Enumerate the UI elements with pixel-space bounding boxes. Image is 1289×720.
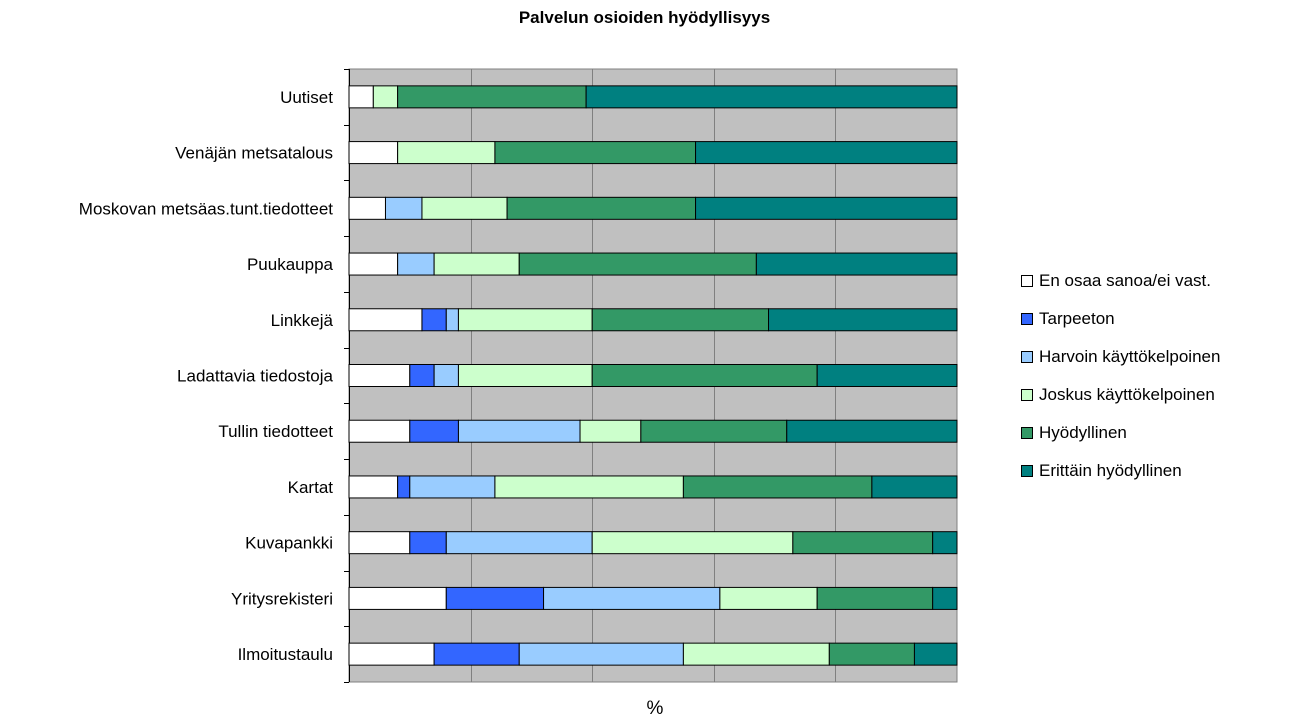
bar-segment [348,586,447,610]
bar-segment [816,586,934,610]
legend-label: Harvoin käyttökelpoinen [1039,347,1221,366]
bar-segment [421,196,508,220]
legend-label: Erittäin hyödyllinen [1039,461,1182,480]
legend-label: Tarpeeton [1039,309,1115,328]
legend-swatch [1021,427,1033,439]
legend-swatch [1021,465,1033,477]
bar-segment [397,475,411,499]
bar-segment [682,642,830,666]
bar-segment [792,531,934,555]
category-label: Moskovan metsäas.tunt.tiedotteet [79,199,333,218]
bar-segment [755,252,958,276]
bar-segment [585,85,958,109]
bar-segment [506,196,697,220]
legend-label: Hyödyllinen [1039,423,1127,442]
bar-segment [433,252,520,276]
bar-segment [494,141,697,165]
category-label: Uutiset [280,88,333,107]
category-label: Puukauppa [247,255,334,274]
bar-segment [397,252,435,276]
legend-swatch [1021,275,1033,287]
bar-segment [348,531,411,555]
category-label: Kuvapankki [245,534,333,553]
bar-segment [457,419,581,443]
bar-segment [421,308,447,332]
bar-segment [913,642,958,666]
bar-segment [816,364,958,387]
bar-segment [682,475,873,499]
bar-segment [348,642,435,666]
legend-label: En osaa sanoa/ei vast. [1039,271,1212,290]
bar-segment [579,419,642,443]
bar-segment [348,308,423,332]
legend-swatch [1021,313,1033,325]
bar-segment [409,419,459,443]
bar-segment [719,586,818,610]
bar-segment [591,364,818,387]
legend-item: Hyödyllinen [1021,414,1287,452]
bar-segment [768,308,958,332]
bar-segment [397,85,587,109]
bar-segment [409,531,447,555]
bar-segment [494,475,684,499]
bar-segment [786,419,958,443]
category-label: Ilmoitustaulu [238,645,333,664]
bar-segment [348,419,411,443]
bar-segment [445,586,545,610]
legend-swatch [1021,351,1033,363]
bar-segment [591,531,794,555]
bar-segment [695,141,958,165]
bar-segment [543,586,721,610]
legend-item: En osaa sanoa/ei vast. [1021,262,1287,300]
bar-segment [409,364,435,387]
bar-segment [348,141,399,165]
legend-item: Tarpeeton [1021,300,1287,338]
bar-segment [932,531,958,555]
legend: En osaa sanoa/ei vast. Tarpeeton Harvoin k… [1021,262,1287,490]
bar-segment [828,642,915,666]
bar-segment [871,475,958,499]
chart-title: Palvelun osioiden hyödyllisyys [518,8,771,27]
bar-segment [518,252,757,276]
bar-segment [518,642,684,666]
category-label: Linkkejä [271,311,334,330]
category-label: Venäjän metsatalous [175,144,333,163]
bar-segment [445,531,593,555]
category-label: Tullin tiedotteet [218,422,333,441]
bar-segment [384,196,423,220]
bar-segment [695,196,958,220]
bar-segment [397,141,496,165]
category-label: Kartat [288,478,334,497]
category-label: Ladattavia tiedostoja [177,367,333,386]
legend-item: Harvoin käyttökelpoinen [1021,338,1287,376]
bar-segment [348,85,374,109]
legend-swatch [1021,389,1033,401]
legend-item: Joskus käyttökelpoinen [1021,376,1287,414]
bar-segment [640,419,788,443]
bar-segment [932,586,958,610]
category-label: Yritysrekisteri [231,589,333,608]
bar-segment [433,364,459,387]
bar-segment [457,364,593,387]
bar-segment [348,196,386,220]
legend-label: Joskus käyttökelpoinen [1039,385,1215,404]
bar-segment [348,475,399,499]
bar-segment [457,308,593,332]
x-axis-label: % [646,698,664,719]
bar-segment [348,252,399,276]
bar-segment [445,308,459,332]
bar-segment [433,642,520,666]
bar-segment [348,364,411,387]
bar-segment [372,85,399,109]
bar-segment [591,308,770,332]
bar-segment [409,475,496,499]
legend-item: Erittäin hyödyllinen [1021,452,1287,490]
